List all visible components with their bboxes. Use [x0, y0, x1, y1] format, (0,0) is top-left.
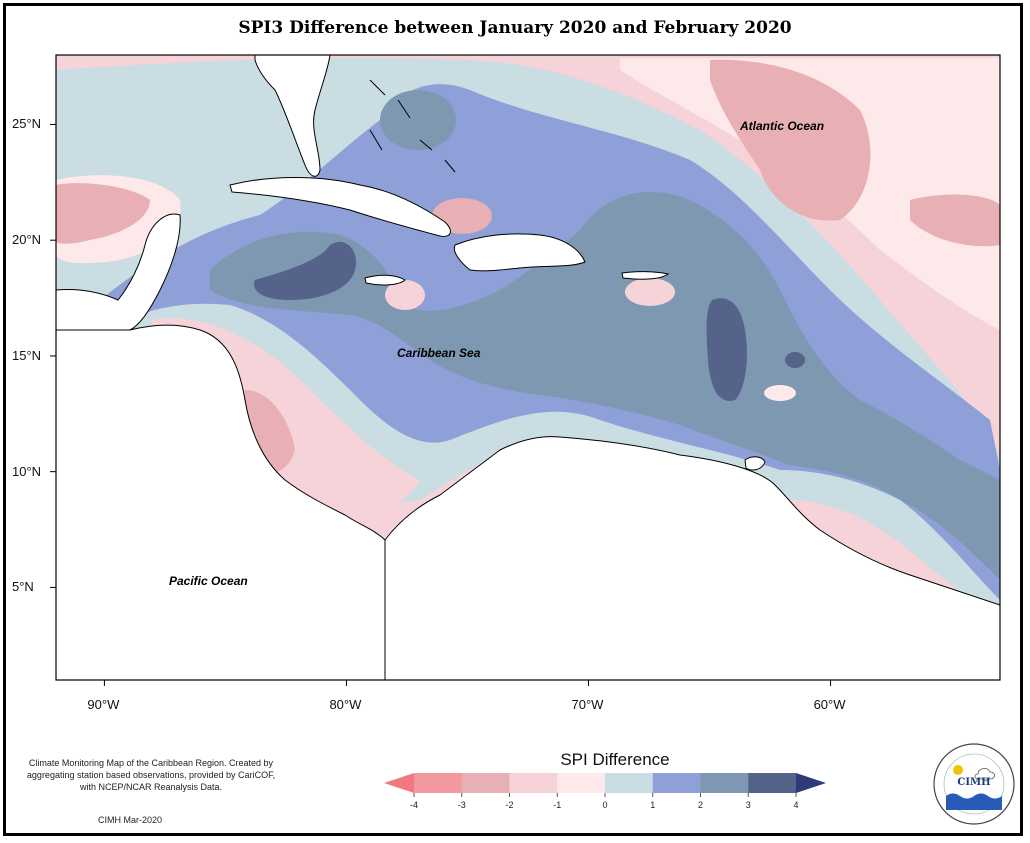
south-america	[384, 436, 1000, 680]
lat-tick-label: 20°N	[12, 232, 42, 248]
field-band-neg-2	[910, 194, 1000, 247]
lon-tick-label: 70°W	[571, 697, 604, 712]
cimh-logo	[933, 743, 1015, 825]
land	[56, 55, 1000, 680]
cuba	[229, 177, 451, 237]
lat-tick-label: 10°N	[12, 463, 42, 479]
lat-tick-label: 25°N	[12, 116, 42, 132]
field-band-neg-1	[385, 280, 425, 310]
field-band-neg-0	[764, 385, 796, 401]
bahamas	[369, 79, 456, 173]
field-band-3	[380, 90, 456, 150]
colorbar-swatch	[748, 773, 797, 793]
field-band-3	[706, 298, 747, 401]
map-credit: CIMH Mar-2020	[98, 815, 163, 825]
colorbar-tick-label: -4	[409, 800, 418, 810]
florida	[254, 55, 331, 177]
colorbar-tick-label: -1	[553, 800, 562, 810]
colorbar-swatch	[652, 773, 701, 793]
atlantic-ocean-label: Atlantic Ocean	[740, 119, 825, 133]
colorbar-tick-label: 1	[650, 800, 656, 810]
logo-text: CIMH	[957, 777, 991, 788]
colorbar-swatch	[700, 773, 749, 793]
colorbar-swatch	[509, 773, 558, 793]
colorbar-tick-label: 2	[697, 800, 703, 810]
colorbar-tick-label: -2	[505, 800, 514, 810]
field-band-3	[254, 241, 356, 300]
hispaniola	[453, 233, 586, 272]
lon-tick-label: 60°W	[813, 697, 846, 712]
field-band-neg-1	[620, 58, 1000, 330]
field-band-3	[785, 352, 805, 368]
map-border	[55, 54, 1001, 681]
colorbar-tick-label: 0	[602, 800, 608, 810]
cimh-logo-label: CIMH	[933, 743, 1015, 825]
mexico-yucatan	[56, 213, 181, 331]
colorbar-swatch	[605, 773, 654, 793]
colorbar-tick-label: -3	[457, 800, 466, 810]
central-america	[56, 324, 386, 680]
legend-title: SPI Difference	[560, 750, 670, 769]
lat-ticks	[50, 123, 56, 588]
colorbar	[384, 773, 826, 797]
lon-ticks	[103, 680, 832, 686]
colorbar-swatch	[414, 773, 463, 793]
lon-tick-label: 80°W	[329, 697, 362, 712]
puerto-rico	[621, 271, 670, 280]
lat-tick-label: 5°N	[12, 579, 34, 595]
colorbar-tick-label: 4	[793, 800, 799, 810]
field-band-2	[210, 191, 1000, 580]
sun-icon	[953, 765, 963, 775]
waves-icon	[946, 793, 1002, 810]
colorbar-under-arrow	[384, 773, 414, 793]
caribbean-sea-label: Caribbean Sea	[397, 346, 481, 360]
colorbar-swatch	[557, 773, 606, 793]
map-title: SPI3 Difference between January 2020 and…	[238, 18, 792, 38]
pacific-ocean-label: Pacific Ocean	[169, 574, 248, 588]
trinidad	[744, 456, 766, 471]
lat-tick-label: 15°N	[12, 347, 42, 363]
jamaica	[364, 274, 406, 286]
field-band-neg-2	[710, 59, 871, 221]
colorbar-tick-label: 3	[745, 800, 751, 810]
field-band-neg-1	[625, 278, 675, 306]
colorbar-swatch	[461, 773, 510, 793]
map-note: Climate Monitoring Map of the Caribbean …	[26, 758, 276, 792]
cloud-icon	[974, 768, 995, 780]
lon-tick-label: 90°W	[87, 697, 120, 712]
colorbar-over-arrow	[796, 773, 826, 793]
field-band-neg-2	[56, 183, 150, 244]
